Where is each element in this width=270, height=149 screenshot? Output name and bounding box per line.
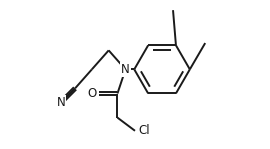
- Text: O: O: [88, 87, 97, 100]
- Text: N: N: [121, 63, 130, 76]
- Text: Cl: Cl: [138, 124, 150, 137]
- Text: N: N: [57, 96, 66, 109]
